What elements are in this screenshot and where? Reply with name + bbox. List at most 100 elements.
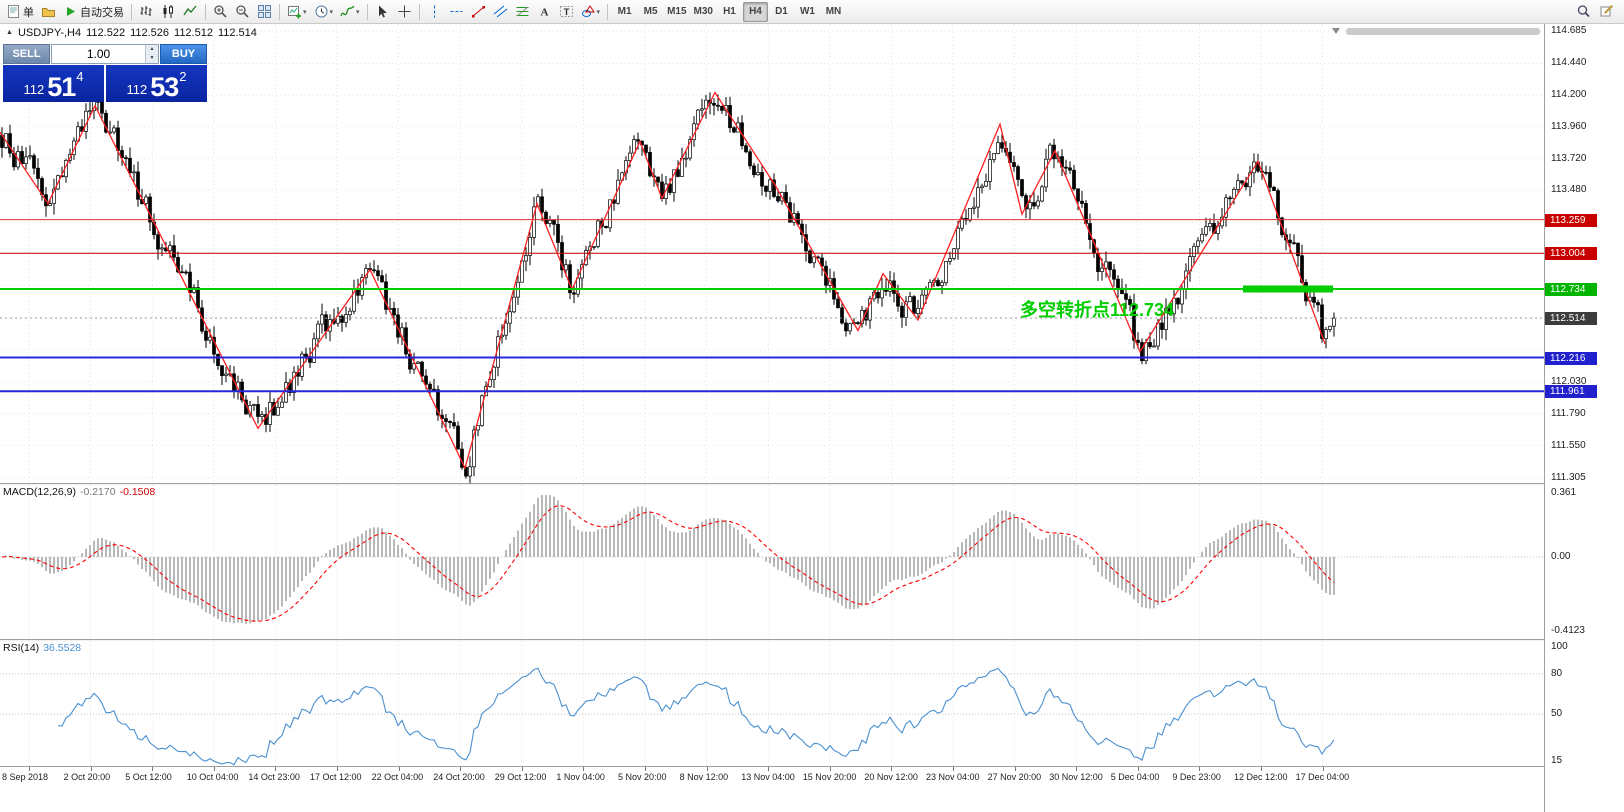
zoom-in-button[interactable] [210, 2, 231, 22]
chartplus-icon [287, 4, 302, 19]
rsi-indicator-label: RSI(14) 36.5528 [3, 642, 82, 654]
time-tick-label: 9 Dec 23:00 [1172, 772, 1221, 782]
crosshair-button[interactable] [394, 2, 415, 22]
sell-button[interactable]: SELL [3, 44, 50, 64]
volume-down-icon[interactable]: ▼ [146, 54, 158, 63]
cursor-button[interactable] [372, 2, 393, 22]
bar-chart-button[interactable] [136, 2, 157, 22]
chart-window[interactable]: 8 Sep 2018 2 Oct 20:00 5 Oct 12:00 10 Oct 0… [0, 24, 1544, 790]
textA-icon: A [537, 4, 552, 19]
price-axis[interactable]: 114.685 114.440 114.200 113.960 113.720 113.4… [1544, 24, 1624, 812]
time-tick-label: 13 Nov 04:00 [741, 772, 795, 782]
axis-tick-label: 0.00 [1551, 551, 1571, 562]
linechart-icon [183, 4, 198, 19]
zoomout-icon [235, 4, 250, 19]
axis-tick-label: 111.305 [1551, 472, 1586, 483]
toolbar-separator [205, 3, 206, 20]
timeframe-m15-button[interactable]: M15 [667, 6, 687, 17]
buy-price-panel[interactable]: 112 53 2 [106, 65, 207, 102]
timeframe-m1-button[interactable]: M1 [617, 6, 632, 17]
time-tick-mark [1014, 767, 1016, 771]
volume-input[interactable] [52, 45, 145, 63]
price-chart-canvas[interactable] [0, 24, 1544, 483]
order-icon [6, 4, 21, 19]
time-tick-label: 20 Nov 12:00 [864, 772, 918, 782]
pane-divider[interactable] [0, 483, 1624, 485]
axis-tick-label: 0.361 [1551, 487, 1577, 498]
time-tick-label: 10 Oct 04:00 [186, 772, 239, 782]
axis-tick-label: 112.030 [1551, 376, 1587, 388]
folder-icon [41, 4, 56, 19]
play-icon [63, 4, 78, 19]
one-click-toggle-icon[interactable]: ▲ [6, 29, 13, 36]
periods-button[interactable]: ▾ [311, 2, 337, 22]
dropdown-arrow-icon: ▾ [356, 8, 360, 16]
chart-shift-marker[interactable] [1332, 28, 1340, 34]
quick-message-button[interactable] [1596, 2, 1617, 22]
indicators-button[interactable]: ▾ [337, 2, 363, 22]
time-tick-label: 27 Nov 20:00 [987, 772, 1042, 782]
text-button[interactable]: A [534, 2, 555, 22]
timeframe-w1-button[interactable]: W1 [799, 6, 815, 17]
volume-stepper: ▲ ▼ [51, 44, 159, 64]
time-tick-mark [768, 767, 770, 771]
line-chart-button[interactable] [180, 2, 201, 22]
timeframe-m5-button[interactable]: M5 [643, 6, 658, 17]
time-tick-mark [521, 767, 523, 771]
price-badge: 112.216 [1545, 351, 1597, 365]
macd-pane-canvas[interactable] [0, 485, 1544, 639]
timeframe-h4-button[interactable]: H4 [742, 1, 768, 22]
timeframe-d1-button[interactable]: D1 [775, 6, 788, 17]
buy-price-pipette: 2 [179, 69, 187, 84]
timeframe-mn-button[interactable]: MN [825, 6, 842, 17]
horizontal-line-button[interactable] [446, 2, 467, 22]
new-order-button[interactable]: 单 [3, 2, 37, 22]
time-tick-mark [1261, 767, 1262, 771]
toolbar-separator [279, 3, 280, 20]
pane-divider[interactable] [0, 639, 1624, 641]
search-button[interactable] [1573, 2, 1594, 22]
new-order-label: 单 [23, 6, 34, 19]
timeframe-h1-button[interactable]: H1 [723, 6, 736, 17]
axis-tick-label: 111.790 [1551, 407, 1586, 419]
timeframe-m30-button[interactable]: M30 [693, 6, 713, 17]
time-tick-label: 17 Dec 04:00 [1295, 772, 1350, 782]
tile-windows-button[interactable] [254, 2, 275, 22]
time-tick-mark [275, 767, 277, 771]
zoom-out-button[interactable] [232, 2, 253, 22]
fibonacci-retracement-button[interactable] [512, 2, 533, 22]
axis-tick-label: 113.960 [1551, 120, 1587, 132]
text-label-button[interactable]: T [556, 2, 577, 22]
candlestick-chart-button[interactable] [158, 2, 179, 22]
time-tick-mark [213, 767, 215, 771]
time-tick-mark [891, 767, 893, 771]
trendline-button[interactable] [468, 2, 489, 22]
axis-tick-label: 100 [1551, 641, 1568, 652]
sell-price-panel[interactable]: 112 51 4 [3, 65, 104, 102]
grid-icon [257, 4, 272, 19]
time-tick-label: 24 Oct 20:00 [433, 772, 485, 782]
volume-up-icon[interactable]: ▲ [146, 45, 158, 54]
charts-folder-button[interactable] [38, 2, 59, 22]
time-tick-mark [706, 767, 708, 771]
trend-icon [471, 4, 486, 19]
auto-trading-button[interactable]: 自动交易 [60, 2, 127, 22]
time-tick-mark [583, 767, 585, 771]
macd-indicator-label: MACD(12,26,9) -0.2170 -0.1508 [3, 486, 156, 498]
time-axis[interactable]: 8 Sep 2018 2 Oct 20:00 5 Oct 12:00 10 Oct 0… [0, 766, 1544, 790]
axis-tick-label: 114.200 [1551, 89, 1587, 101]
new-chart-button[interactable]: ▾ [284, 2, 310, 22]
low-value: 112.512 [174, 27, 213, 39]
vertical-line-button[interactable] [424, 2, 445, 22]
rsi-pane-canvas[interactable] [0, 641, 1544, 766]
time-tick-mark [1076, 767, 1078, 771]
sell-price-pipette: 4 [76, 69, 84, 84]
time-tick-label: 30 Nov 12:00 [1049, 772, 1103, 782]
auto-trading-label: 自动交易 [80, 6, 124, 19]
time-tick-label: 14 Oct 23:00 [248, 772, 300, 782]
axis-tick-label: 80 [1551, 667, 1563, 679]
arrows-shapes-button[interactable]: ▾ [578, 2, 604, 22]
buy-button[interactable]: BUY [160, 44, 207, 64]
chart-scrollbar[interactable] [1346, 28, 1540, 35]
equidistant-channel-button[interactable] [490, 2, 511, 22]
